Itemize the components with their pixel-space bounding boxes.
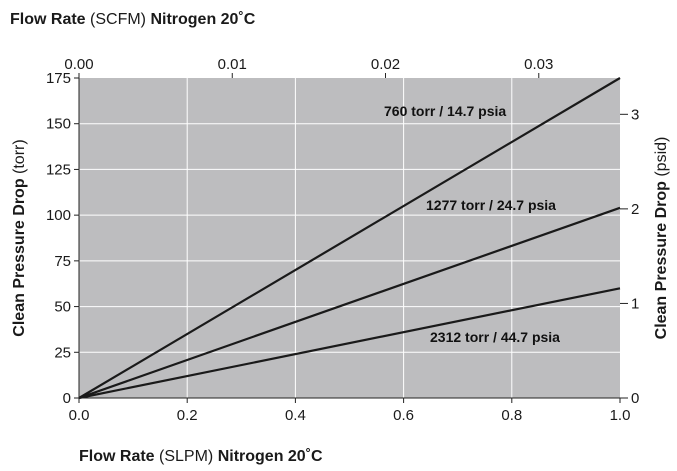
y-left-tick-label: 50 xyxy=(54,299,71,316)
x-top-tick-label: 0.03 xyxy=(524,56,553,73)
right-axis-title: Clean Pressure Drop (psid) xyxy=(653,137,670,340)
series-line-0 xyxy=(78,77,621,399)
left-axis-title-unit: (torr) xyxy=(11,139,28,178)
left-axis-title: Clean Pressure Drop (torr) xyxy=(11,139,28,336)
y-left-tick-label: 25 xyxy=(54,344,71,361)
y-left-tick-label: 75 xyxy=(54,253,71,270)
x-top-tick-label: 0.00 xyxy=(64,56,93,73)
right-axis-title-main: Clean Pressure Drop xyxy=(653,181,670,340)
x-bottom-tick-label: 0.8 xyxy=(501,407,522,424)
y-right-tick-label: 0 xyxy=(631,390,639,407)
top-axis-title-unit: (SCFM) xyxy=(86,11,151,28)
series-label-760: 760 torr / 14.7 psia xyxy=(384,103,506,119)
y-right-tick-label: 2 xyxy=(631,201,639,218)
bottom-axis-title-gas: Nitrogen 20˚C xyxy=(218,448,323,465)
y-left-tick-label: 150 xyxy=(46,116,71,133)
series-line-2 xyxy=(78,287,621,400)
grid-lines xyxy=(79,78,620,398)
top-axis-title-main: Flow Rate xyxy=(10,11,86,28)
top-axis-title-gas: Nitrogen 20˚C xyxy=(150,11,255,28)
y-right-tick-label: 1 xyxy=(631,295,639,312)
x-top-tick-label: 0.02 xyxy=(371,56,400,73)
series-lines xyxy=(78,77,621,400)
bottom-axis-title: Flow Rate (SLPM) Nitrogen 20˚C xyxy=(79,448,323,465)
y-right-tick-label: 3 xyxy=(631,106,639,123)
bottom-axis-title-unit: (SLPM) xyxy=(155,448,218,465)
x-top-tick-label: 0.01 xyxy=(218,56,247,73)
bottom-axis-title-main: Flow Rate xyxy=(79,448,155,465)
series-label-2312: 2312 torr / 44.7 psia xyxy=(430,329,560,345)
axes xyxy=(74,73,628,403)
x-bottom-tick-label: 0.6 xyxy=(393,407,414,424)
top-axis-title: Flow Rate (SCFM) Nitrogen 20˚C xyxy=(10,11,256,28)
x-bottom-tick-label: 1.0 xyxy=(610,407,631,424)
y-left-tick-label: 175 xyxy=(46,70,71,87)
series-line-1 xyxy=(78,206,621,400)
tick-labels: 0.0 0.2 0.4 0.6 0.8 1.002550751001251501750.0… xyxy=(46,56,639,424)
left-axis-title-main: Clean Pressure Drop xyxy=(11,178,28,337)
y-left-tick-label: 125 xyxy=(46,161,71,178)
x-bottom-tick-label: 0.0 xyxy=(69,407,90,424)
y-left-tick-label: 0 xyxy=(63,390,71,407)
right-axis-title-unit: (psid) xyxy=(653,137,670,181)
y-left-tick-label: 100 xyxy=(46,207,71,224)
series-label-1277: 1277 torr / 24.7 psia xyxy=(426,197,556,213)
x-bottom-tick-label: 0.4 xyxy=(285,407,306,424)
x-bottom-tick-label: 0.2 xyxy=(177,407,198,424)
